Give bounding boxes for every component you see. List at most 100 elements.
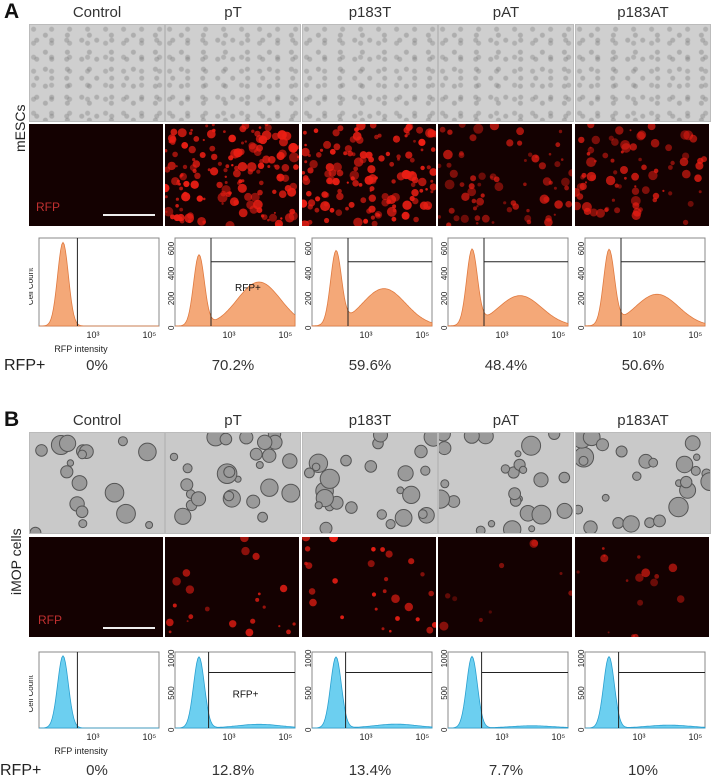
rfp-cell bbox=[224, 181, 228, 184]
rfp-cell bbox=[319, 148, 324, 152]
sphere bbox=[508, 487, 521, 501]
column-title-pt: pT bbox=[224, 412, 242, 429]
rfp-cell bbox=[237, 183, 247, 193]
y-tick-label: 0 bbox=[167, 727, 176, 732]
rfp-cell bbox=[564, 185, 569, 191]
x-tick-label: 10⁵ bbox=[416, 732, 430, 742]
rfp-cell bbox=[682, 152, 690, 160]
y-axis-label: Cell Count bbox=[29, 674, 35, 712]
rfp-cell bbox=[629, 143, 637, 151]
rfp-value-control: 0% bbox=[86, 357, 108, 374]
rfp-cell bbox=[306, 190, 312, 197]
sphere bbox=[576, 504, 584, 515]
rfp-cell bbox=[420, 572, 425, 577]
sphere bbox=[615, 445, 628, 458]
rfp-cell bbox=[303, 130, 307, 135]
rfp-cell bbox=[231, 164, 234, 167]
rfp-value-p183t: 13.4% bbox=[348, 762, 392, 779]
y-tick-label: 0 bbox=[577, 727, 586, 732]
rfp-cell bbox=[165, 183, 170, 193]
rfp-cell bbox=[418, 138, 426, 146]
rfp-cell bbox=[553, 213, 556, 216]
rfp-cell bbox=[396, 154, 401, 159]
rfp-cell bbox=[613, 170, 618, 175]
rfp-cell bbox=[348, 201, 355, 208]
rfp-cell bbox=[589, 146, 592, 149]
y-tick-label: 500 bbox=[167, 686, 176, 700]
histogram-p183t: 0 500 1000 10³ 10⁵ bbox=[304, 649, 433, 742]
sphere bbox=[262, 448, 277, 463]
rfp-cell bbox=[344, 145, 352, 153]
sphere bbox=[684, 435, 701, 452]
rfp-cell bbox=[327, 176, 336, 185]
rfp-cell bbox=[204, 606, 210, 612]
rfp-cell bbox=[429, 183, 436, 191]
x-tick-label: 10⁵ bbox=[143, 732, 157, 742]
rfp-cell bbox=[329, 537, 338, 543]
rfp-cell bbox=[652, 192, 660, 200]
column-title-p183t: p183T bbox=[348, 412, 392, 429]
x-tick-label: 10³ bbox=[222, 732, 235, 742]
rfp-cell bbox=[682, 169, 691, 179]
rfp-cell bbox=[371, 220, 378, 226]
rfp-cell bbox=[332, 162, 342, 172]
y-tick-label: 500 bbox=[304, 686, 313, 700]
rfp-cell bbox=[635, 573, 644, 582]
rfp-cell bbox=[250, 192, 260, 202]
rfp-cell bbox=[576, 570, 580, 574]
rfp-cell bbox=[264, 124, 272, 132]
rfp-cell bbox=[234, 165, 240, 171]
rfp-cell bbox=[392, 204, 397, 209]
rfp-cell bbox=[355, 136, 364, 144]
rfp-cell bbox=[183, 180, 190, 188]
rfp-cell bbox=[389, 629, 392, 633]
sphere bbox=[439, 489, 450, 509]
rfp-cell bbox=[172, 603, 177, 608]
rfp-cell bbox=[165, 195, 168, 199]
rfp-cell bbox=[591, 135, 600, 145]
rfp-cell bbox=[542, 177, 552, 186]
rfp-cell bbox=[190, 180, 199, 189]
sphere bbox=[675, 455, 694, 474]
rfp-cell bbox=[170, 128, 178, 136]
rfp-cell bbox=[306, 220, 309, 223]
sphere bbox=[582, 433, 601, 447]
sphere bbox=[612, 517, 625, 529]
rfp-cell bbox=[194, 172, 201, 179]
sphere bbox=[223, 490, 235, 502]
rfp-cell bbox=[288, 211, 298, 221]
rfp-cell bbox=[336, 169, 344, 177]
rfp-cell bbox=[211, 124, 215, 127]
rfp-cell bbox=[559, 572, 563, 575]
sphere bbox=[249, 447, 263, 461]
rfp-cell bbox=[624, 176, 627, 180]
rfp-cell bbox=[447, 129, 453, 135]
histogram-area bbox=[39, 655, 159, 729]
rfp-cell bbox=[281, 164, 290, 172]
rfp-cell bbox=[614, 183, 619, 188]
rfp-cell bbox=[535, 155, 538, 158]
rfp-cell bbox=[470, 175, 477, 182]
y-tick-label: 500 bbox=[577, 686, 586, 700]
rfp-cell bbox=[392, 208, 397, 213]
sphere bbox=[690, 465, 701, 476]
rfp-cell bbox=[185, 585, 195, 594]
sphere bbox=[632, 471, 642, 481]
rfp-cell bbox=[679, 157, 689, 167]
rfp-cell bbox=[629, 129, 632, 132]
rfp-cell bbox=[307, 204, 313, 210]
rfp-cell bbox=[371, 547, 376, 552]
fluorescence-image-pt bbox=[165, 537, 299, 637]
rfp-cell bbox=[260, 214, 265, 218]
rfp-cell bbox=[683, 130, 694, 141]
rfp-cell bbox=[694, 174, 702, 182]
rfp-cell bbox=[391, 594, 400, 603]
rfp-cell bbox=[286, 629, 291, 635]
rfp-cell bbox=[273, 164, 277, 168]
histogram-pt: RFP+ 0 200 400 600 10³ 10⁵ bbox=[167, 237, 296, 340]
rfp-cell bbox=[531, 539, 539, 547]
rfp-cell bbox=[314, 207, 320, 213]
rfp-value-pat: 48.4% bbox=[484, 357, 528, 374]
y-tick-label: 1000 bbox=[304, 649, 313, 667]
rfp-cell bbox=[654, 574, 660, 579]
